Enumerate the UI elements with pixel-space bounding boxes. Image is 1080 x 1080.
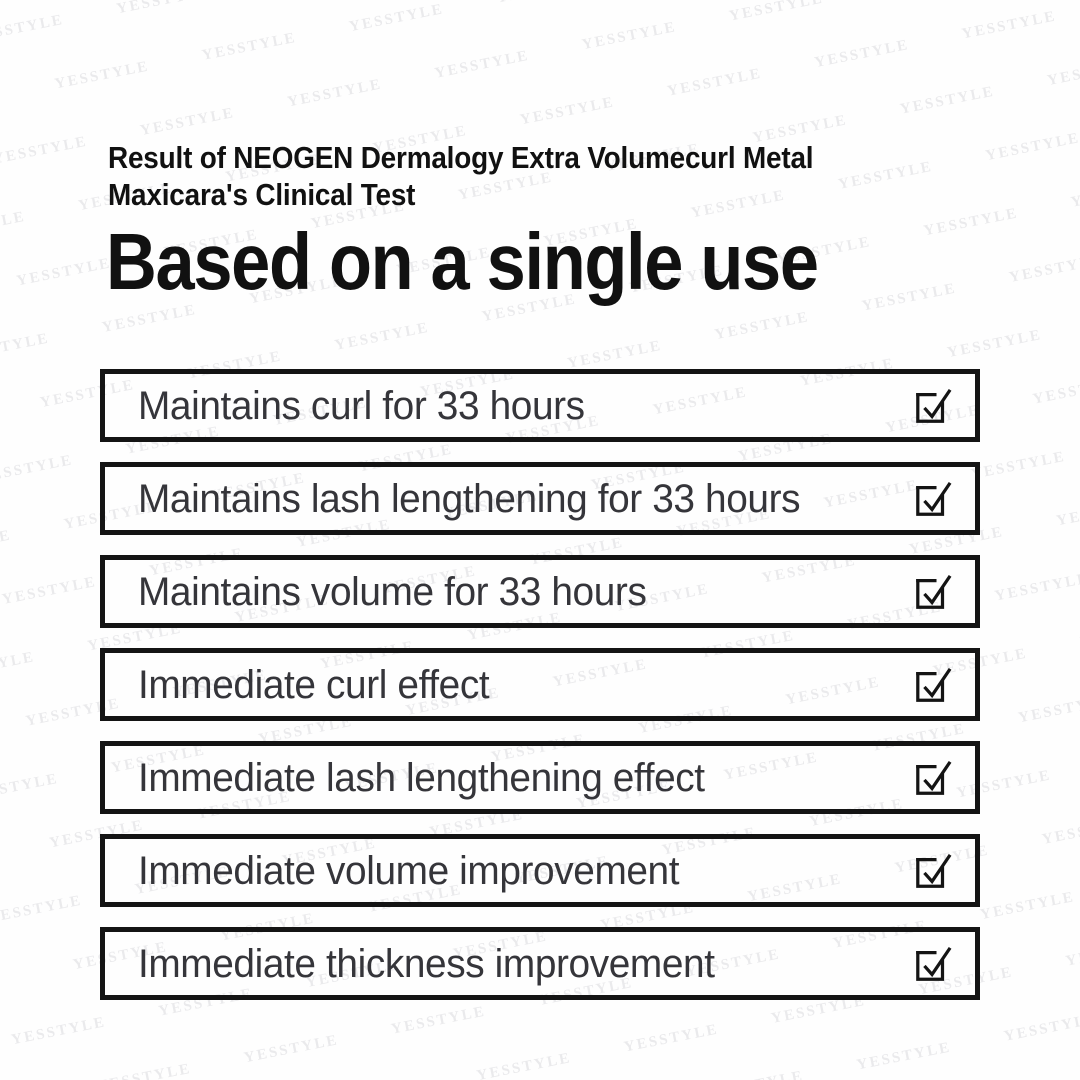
checked-checkbox-icon[interactable] — [891, 480, 975, 518]
checklist-row-label: Maintains curl for 33 hours — [137, 383, 585, 428]
checklist-row[interactable]: Immediate volume improvement — [100, 834, 980, 907]
checklist-row-label: Immediate lash lengthening effect — [137, 755, 705, 800]
checked-checkbox-icon[interactable] — [891, 945, 975, 983]
checklist-row-label: Maintains lash lengthening for 33 hours — [137, 476, 801, 521]
checklist-row-label: Maintains volume for 33 hours — [137, 569, 647, 614]
checklist-row-label: Immediate thickness improvement — [137, 941, 715, 986]
checked-checkbox-icon[interactable] — [891, 387, 975, 425]
checklist-row[interactable]: Maintains lash lengthening for 33 hours — [100, 462, 980, 535]
checked-checkbox-icon[interactable] — [891, 573, 975, 611]
clinical-test-subtitle-line-2: Maxicara's Clinical Test — [108, 176, 416, 212]
checked-checkbox-icon[interactable] — [891, 666, 975, 704]
checklist-row-label: Immediate volume improvement — [137, 848, 680, 893]
checklist-row[interactable]: Maintains volume for 33 hours — [100, 555, 980, 628]
checklist-row[interactable]: Maintains curl for 33 hours — [100, 369, 980, 442]
checklist-row[interactable]: Immediate lash lengthening effect — [100, 741, 980, 814]
checklist-row[interactable]: Immediate curl effect — [100, 648, 980, 721]
clinical-test-subtitle: Result of NEOGEN Dermalogy Extra Volumec… — [108, 140, 882, 213]
checklist-row-label: Immediate curl effect — [137, 662, 490, 707]
clinical-test-subtitle-line-1: Result of NEOGEN Dermalogy Extra Volumec… — [108, 140, 814, 175]
clinical-results-checklist: Maintains curl for 33 hours Maintains las… — [100, 369, 980, 1000]
checked-checkbox-icon[interactable] — [891, 759, 975, 797]
checklist-row[interactable]: Immediate thickness improvement — [100, 927, 980, 1000]
page-title: Based on a single use — [106, 217, 819, 306]
checked-checkbox-icon[interactable] — [891, 852, 975, 890]
